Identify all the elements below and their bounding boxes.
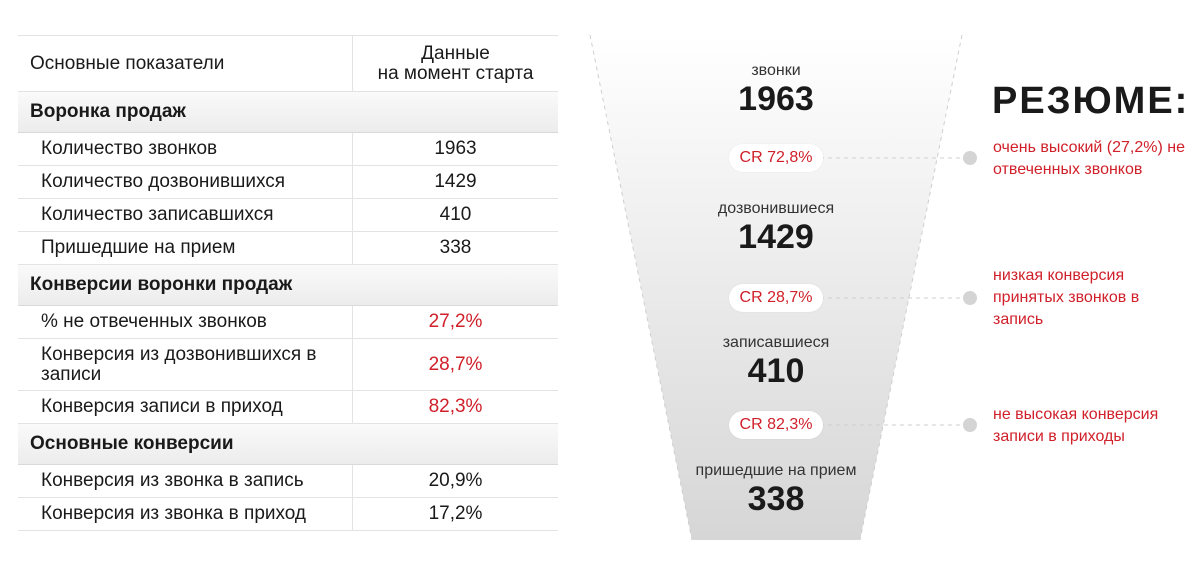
row-label: Конверсия из звонка в приход [41, 503, 307, 524]
funnel-edge-left [589, 34, 693, 541]
section-funnel-conversions: Конверсии воронки продаж [18, 265, 558, 306]
stage-value: 410 [747, 352, 805, 390]
row-value: 17,2% [352, 498, 558, 530]
row-value: 27,2% [352, 306, 558, 338]
row-label: Конверсия из звонка в запись [41, 470, 304, 491]
conversion-badge: CR 72,8% [729, 144, 823, 172]
row-label: Пришедшие на прием [41, 237, 236, 258]
row-label: Конверсия записи в приход [41, 396, 283, 417]
table-row: Количество записавшихся 410 [18, 199, 558, 232]
section-main-conversions: Основные конверсии [18, 424, 558, 465]
table-row: Количество дозвонившихся 1429 [18, 166, 558, 199]
summary-title: РЕЗЮМЕ: [992, 80, 1190, 122]
table-row: Конверсия из звонка в запись 20,9% [18, 465, 558, 498]
row-label: Количество дозвонившихся [41, 171, 286, 192]
stage-label: дозвонившиеся [717, 200, 835, 217]
summary-note: не высокая конверсия записи в приходы [993, 406, 1159, 445]
summary-note: низкая конверсия принятых звонков в запи… [993, 267, 1140, 328]
row-value: 20,9% [352, 465, 558, 497]
stage-label: пришедшие на прием [695, 462, 857, 479]
stage-value: 1963 [738, 80, 814, 118]
funnel-edge-right [859, 34, 963, 541]
note-bullet-icon [963, 291, 977, 305]
conversion-badge: CR 82,3% [729, 411, 823, 439]
row-value: 338 [352, 232, 558, 264]
table-row: % не отвеченных звонков 27,2% [18, 306, 558, 339]
note-bullet-icon [963, 418, 977, 432]
row-label: Количество записавшихся [41, 204, 274, 225]
table-header: Основные показатели Данные на момент ста… [18, 35, 558, 92]
funnel-stage-attended: пришедшие на прием 338 [626, 462, 926, 518]
section-title: Воронка продаж [30, 101, 186, 122]
section-title: Основные конверсии [30, 433, 234, 454]
row-value: 1963 [352, 133, 558, 165]
stage-value: 1429 [738, 218, 814, 256]
conversion-badge: CR 28,7% [729, 284, 823, 312]
section-sales-funnel: Воронка продаж [18, 92, 558, 133]
stage-label: звонки [751, 62, 801, 79]
table-row: Пришедшие на прием 338 [18, 232, 558, 265]
row-label: Количество звонков [41, 138, 218, 159]
section-title: Конверсии воронки продаж [30, 274, 293, 295]
header-start-data-line2: на момент старта [377, 62, 534, 84]
row-label: Конверсия из дозвонившихся в записи [41, 343, 317, 385]
indicators-table: Основные показатели Данные на момент ста… [18, 35, 558, 531]
funnel-stage-calls: звонки 1963 [626, 62, 926, 118]
row-value: 82,3% [352, 391, 558, 423]
row-value: 410 [352, 199, 558, 231]
row-value: 28,7% [352, 339, 558, 390]
row-label: % не отвеченных звонков [41, 311, 267, 332]
table-row: Количество звонков 1963 [18, 133, 558, 166]
header-indicators: Основные показатели [30, 52, 225, 74]
row-value: 1429 [352, 166, 558, 198]
funnel-stage-booked: записавшиеся 410 [626, 334, 926, 390]
stage-label: записавшиеся [722, 334, 830, 351]
funnel-stage-reached: дозвонившиеся 1429 [626, 200, 926, 256]
table-row: Конверсия записи в приход 82,3% [18, 391, 558, 424]
note-bullet-icon [963, 151, 977, 165]
table-row: Конверсия из дозвонившихся в записи 28,7… [18, 339, 558, 391]
stage-value: 338 [747, 480, 805, 518]
table-row: Конверсия из звонка в приход 17,2% [18, 498, 558, 531]
summary-note: очень высокий (27,2%) не отвеченных звон… [993, 139, 1185, 178]
header-start-data-line1: Данные [421, 42, 490, 64]
header-start-data: Данные на момент старта [352, 36, 558, 91]
